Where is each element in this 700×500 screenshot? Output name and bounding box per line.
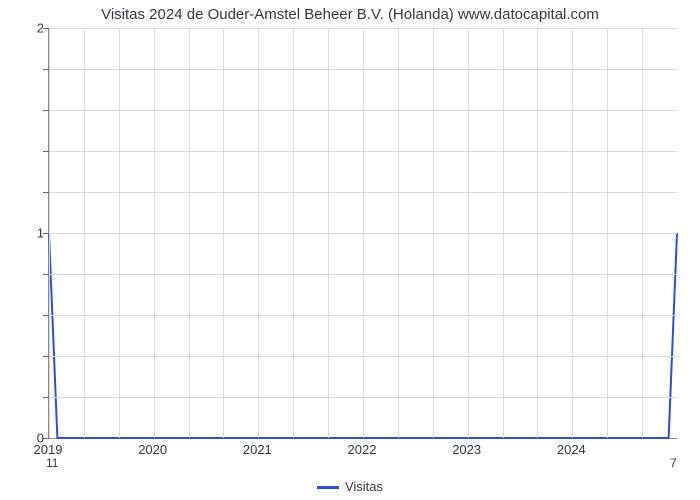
y-tick bbox=[43, 356, 49, 357]
y-tick bbox=[43, 151, 49, 152]
corner-label-bottom-right: 7 bbox=[670, 456, 677, 470]
x-tick-label: 2022 bbox=[348, 442, 377, 457]
plot-area bbox=[48, 28, 677, 439]
gridline-horizontal bbox=[49, 69, 677, 70]
gridline-horizontal bbox=[49, 28, 677, 29]
y-tick bbox=[43, 110, 49, 111]
x-tick-label: 2024 bbox=[557, 442, 586, 457]
legend-label: Visitas bbox=[345, 479, 383, 494]
gridline-horizontal bbox=[49, 274, 677, 275]
gridline-horizontal bbox=[49, 356, 677, 357]
gridline-horizontal bbox=[49, 397, 677, 398]
x-tick-label: 2020 bbox=[138, 442, 167, 457]
y-tick bbox=[43, 397, 49, 398]
gridline-horizontal bbox=[49, 315, 677, 316]
legend-swatch bbox=[317, 486, 339, 489]
y-tick-label: 1 bbox=[4, 226, 44, 241]
x-tick-label: 2023 bbox=[452, 442, 481, 457]
gridline-horizontal bbox=[49, 110, 677, 111]
x-tick-label: 2019 bbox=[34, 442, 63, 457]
line-chart: Visitas 2024 de Ouder-Amstel Beheer B.V.… bbox=[0, 0, 700, 500]
gridline-horizontal bbox=[49, 192, 677, 193]
y-tick bbox=[43, 274, 49, 275]
chart-title: Visitas 2024 de Ouder-Amstel Beheer B.V.… bbox=[0, 6, 700, 23]
x-tick-label: 2021 bbox=[243, 442, 272, 457]
y-tick bbox=[43, 192, 49, 193]
gridline-horizontal bbox=[49, 233, 677, 234]
y-tick bbox=[43, 69, 49, 70]
y-tick bbox=[43, 315, 49, 316]
y-tick-label: 2 bbox=[4, 21, 44, 36]
legend: Visitas bbox=[0, 479, 700, 494]
gridline-horizontal bbox=[49, 151, 677, 152]
corner-label-bottom-left: 11 bbox=[46, 456, 58, 470]
